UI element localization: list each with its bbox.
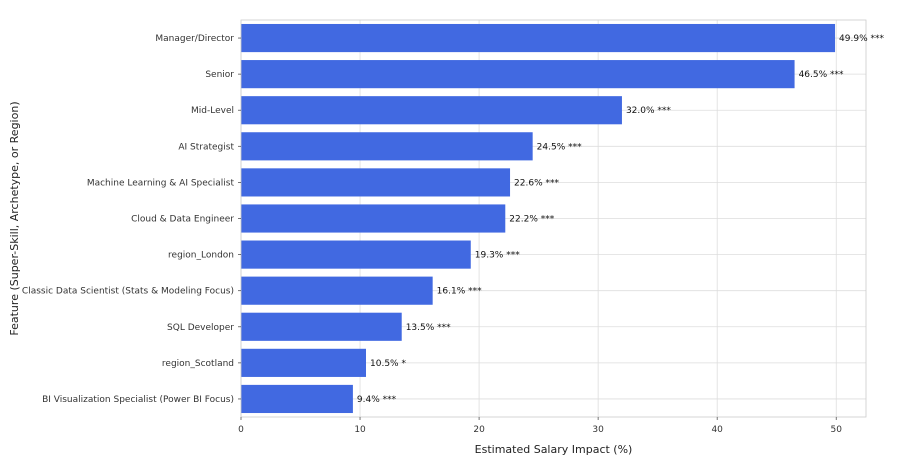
bar xyxy=(241,384,353,414)
bar xyxy=(241,168,511,197)
x-tick-label: 40 xyxy=(711,425,723,435)
bar xyxy=(241,348,366,377)
data-label: 22.2% *** xyxy=(509,215,554,225)
bar xyxy=(241,132,533,161)
data-label: 22.6% *** xyxy=(514,178,559,188)
x-tick-label: 30 xyxy=(592,425,604,435)
data-label: 19.3% *** xyxy=(475,251,520,261)
y-axis-title: Feature (Super-Skill, Archetype, or Regi… xyxy=(8,101,21,335)
x-tick-label: 10 xyxy=(354,425,366,435)
y-tick-label: region_London xyxy=(168,251,234,261)
y-tick-label: Senior xyxy=(205,70,234,80)
data-label: 10.5% * xyxy=(370,359,406,369)
y-tick-label: region_Scotland xyxy=(162,359,234,369)
data-labels: 49.9% *** 46.5% *** 32.0% *** 24.5% *** 22.6… xyxy=(357,34,885,405)
data-label: 49.9% *** xyxy=(839,34,884,44)
bar xyxy=(241,312,402,341)
bar xyxy=(241,204,506,233)
x-tick-label: 20 xyxy=(473,425,485,435)
y-tick-label: Cloud & Data Engineer xyxy=(131,215,234,225)
x-tick-labels: 0 10 20 30 40 50 xyxy=(238,417,842,435)
data-label: 46.5% *** xyxy=(799,70,844,80)
bar xyxy=(241,276,433,305)
data-label: 32.0% *** xyxy=(626,106,671,116)
x-tick-label: 0 xyxy=(238,425,244,435)
y-tick-label: Machine Learning & AI Specialist xyxy=(87,178,235,188)
y-tick-label: SQL Developer xyxy=(167,323,234,333)
data-label: 13.5% *** xyxy=(406,323,451,333)
data-label: 16.1% *** xyxy=(437,287,482,297)
data-label: 9.4% *** xyxy=(357,395,397,405)
x-axis-title: Estimated Salary Impact (%) xyxy=(475,443,633,456)
bar xyxy=(241,60,795,89)
y-tick-label: Manager/Director xyxy=(155,34,234,44)
y-tick-label: BI Visualization Specialist (Power BI Fo… xyxy=(42,395,234,405)
data-label: 24.5% *** xyxy=(537,142,582,152)
y-tick-label: Mid-Level xyxy=(191,106,234,116)
y-tick-label: Classic Data Scientist (Stats & Modeling… xyxy=(22,287,234,297)
bars-group xyxy=(241,23,836,414)
bar xyxy=(241,23,836,53)
y-tick-label: AI Strategist xyxy=(178,142,234,152)
y-tick-labels: Manager/Director Senior Mid-Level AI Strate… xyxy=(22,34,241,405)
bar xyxy=(241,96,622,125)
x-tick-label: 50 xyxy=(831,425,843,435)
bar xyxy=(241,240,471,269)
